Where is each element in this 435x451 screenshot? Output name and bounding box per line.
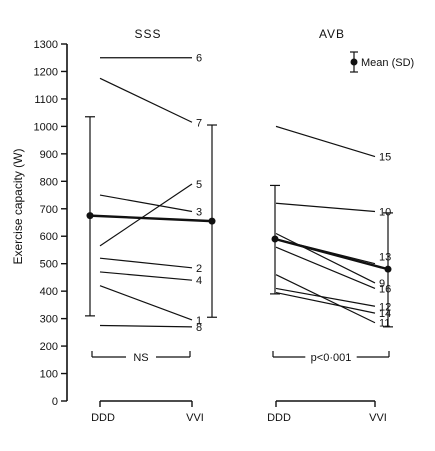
mean-point <box>384 265 392 273</box>
x-tick-label: DDD <box>267 412 291 424</box>
y-axis-title: Exercise capacity (W) <box>11 148 25 264</box>
series-label-8: 8 <box>196 322 202 334</box>
series-label-6: 6 <box>196 53 202 65</box>
y-tick-label: 900 <box>40 149 58 161</box>
series-line-patient-9 <box>275 232 376 284</box>
legend-mean-point <box>350 58 358 66</box>
series-line-patient-5 <box>99 183 193 247</box>
series-line-patient-15 <box>275 125 376 158</box>
series-line-patient-7 <box>99 77 193 123</box>
series-line-patient-12 <box>275 287 376 307</box>
series-label-3: 3 <box>196 207 202 219</box>
x-tick-label: DDD <box>91 412 115 424</box>
significance-label: p<0·001 <box>311 352 352 364</box>
series-line-patient-2 <box>99 257 193 269</box>
series-label-15: 15 <box>379 152 391 164</box>
series-label-14: 14 <box>379 308 391 320</box>
y-tick-label: 500 <box>40 259 58 271</box>
x-tick-label: VVI <box>369 412 387 424</box>
y-tick-label: 400 <box>40 286 58 298</box>
y-tick-label: 800 <box>40 176 58 188</box>
series-label-7: 7 <box>196 117 202 129</box>
legend-label: Mean (SD) <box>361 57 414 69</box>
series-label-2: 2 <box>196 263 202 275</box>
mean-point <box>271 235 279 243</box>
y-tick-label: 1200 <box>34 66 58 78</box>
y-tick-label: 0 <box>52 396 58 408</box>
y-tick-label: 1300 <box>34 39 58 51</box>
mean-point <box>208 217 216 225</box>
panel-title: SSS <box>134 27 161 41</box>
series-label-4: 4 <box>196 275 202 287</box>
series-line-patient-1 <box>99 285 193 321</box>
series-line-patient-8 <box>99 324 193 328</box>
series-line-patient-3 <box>99 194 193 213</box>
series-line-patient-10 <box>275 202 376 213</box>
series-line-patient-4 <box>99 271 193 281</box>
y-tick-label: 100 <box>40 369 58 381</box>
y-tick-label: 1000 <box>34 121 58 133</box>
series-line-patient-14 <box>275 291 376 314</box>
series-label-12: 12 <box>379 301 391 313</box>
y-tick-label: 1100 <box>34 94 58 106</box>
panel-title: AVB <box>319 27 345 41</box>
series-label-13: 13 <box>379 252 391 264</box>
x-tick-label: VVI <box>186 412 204 424</box>
mean-line <box>274 237 389 271</box>
series-label-10: 10 <box>379 207 391 219</box>
series-line-patient-16 <box>275 246 376 289</box>
significance-label: NS <box>133 352 148 364</box>
series-label-11: 11 <box>379 318 390 330</box>
series-label-5: 5 <box>196 179 202 191</box>
series-line-patient-11 <box>275 274 376 324</box>
y-tick-label: 600 <box>40 231 58 243</box>
y-tick-label: 200 <box>40 341 58 353</box>
mean-line <box>89 214 213 223</box>
y-tick-label: 300 <box>40 314 58 326</box>
y-tick-label: 700 <box>40 204 58 216</box>
series-label-9: 9 <box>379 278 385 290</box>
mean-point <box>86 212 94 220</box>
series-label-16: 16 <box>379 283 391 295</box>
series-label-1: 1 <box>196 315 202 327</box>
